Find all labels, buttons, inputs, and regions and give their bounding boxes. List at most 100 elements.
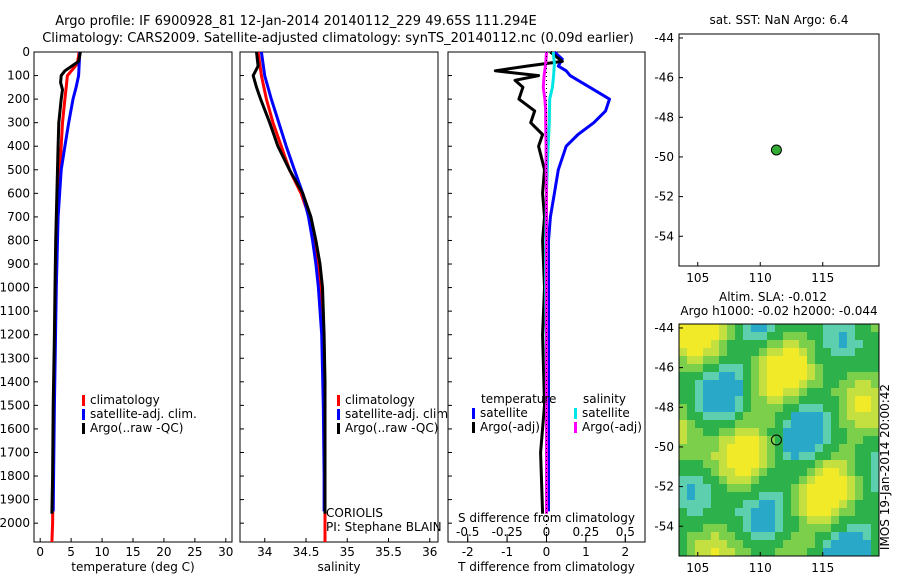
sla-heatmap-cell — [863, 476, 871, 484]
sla-heatmap-cell — [839, 460, 847, 468]
sla-heatmap-cell — [839, 372, 847, 380]
sla-heatmap-cell — [751, 324, 759, 332]
sla-heatmap-cell — [703, 340, 711, 348]
sla-heatmap-cell — [863, 484, 871, 492]
sla-heatmap-cell — [767, 412, 775, 420]
sla-heatmap-cell — [695, 412, 703, 420]
sla-heatmap-cell — [847, 460, 855, 468]
sla-heatmap-cell — [775, 492, 783, 500]
sla-heatmap-cell — [751, 340, 759, 348]
sla-heatmap-cell — [695, 524, 703, 532]
sla-heatmap-cell — [751, 436, 759, 444]
sla-heatmap-cell — [831, 532, 839, 540]
sla-heatmap-cell — [751, 524, 759, 532]
sla-heatmap-cell — [783, 444, 791, 452]
sla-heatmap-cell — [727, 396, 735, 404]
sla-heatmap-cell — [743, 468, 751, 476]
sla-heatmap-cell — [815, 436, 823, 444]
sla-heatmap-cell — [855, 548, 863, 556]
sla-heatmap-cell — [863, 460, 871, 468]
sla-heatmap-cell — [743, 332, 751, 340]
sla-heatmap-cell — [807, 468, 815, 476]
sla-heatmap-cell — [855, 452, 863, 460]
sla-heatmap-cell — [823, 348, 831, 356]
sla-heatmap-cell — [855, 428, 863, 436]
temperature-profile-panel: 0100200300400500600700800900100011001200… — [0, 45, 233, 574]
sla-heatmap-cell — [703, 508, 711, 516]
sla-heatmap-cell — [831, 396, 839, 404]
sla-heatmap-cell — [847, 444, 855, 452]
sla-heatmap-cell — [735, 436, 743, 444]
sla-heatmap-cell — [687, 348, 695, 356]
sla-heatmap-cell — [807, 444, 815, 452]
sla-heatmap-cell — [703, 420, 711, 428]
sla-heatmap-cell — [847, 524, 855, 532]
sla-heatmap-cell — [863, 444, 871, 452]
temperature-ytick-label: 2000 — [0, 516, 30, 530]
sst_map-ytick-label: -46 — [654, 71, 674, 85]
sla-heatmap-cell — [759, 324, 767, 332]
sla-heatmap-cell — [711, 364, 719, 372]
sla-heatmap-cell — [743, 412, 751, 420]
sla-heatmap-cell — [791, 476, 799, 484]
sla-heatmap-cell — [767, 428, 775, 436]
sla-heatmap-cell — [839, 324, 847, 332]
sla-heatmap-cell — [695, 324, 703, 332]
temperature-ytick-label: 0 — [22, 45, 30, 59]
sla-heatmap-cell — [751, 452, 759, 460]
sla-heatmap-cell — [759, 468, 767, 476]
sla-heatmap-cell — [847, 332, 855, 340]
sla-heatmap-cell — [839, 508, 847, 516]
sla-heatmap-cell — [743, 388, 751, 396]
sla-heatmap-cell — [855, 484, 863, 492]
sla-heatmap-cell — [719, 468, 727, 476]
sla-heatmap-cell — [727, 340, 735, 348]
sla-heatmap-cell — [751, 476, 759, 484]
sla-heatmap-cell — [703, 332, 711, 340]
sla-heatmap-cell — [791, 468, 799, 476]
sst-map-panel: -44 -46 -48 -50 -52 -54 105 110 115 sat. SST: NaN… — [654, 13, 880, 285]
sla-heatmap-cell — [727, 420, 735, 428]
sla-heatmap-cell — [839, 380, 847, 388]
sla-heatmap-cell — [687, 540, 695, 548]
sla-heatmap-cell — [727, 452, 735, 460]
sst_map-xtick-label: 110 — [749, 271, 772, 285]
sla-heatmap-cell — [791, 508, 799, 516]
sla-heatmap-cell — [727, 380, 735, 388]
sla-heatmap-cell — [863, 348, 871, 356]
temperature-xtick-label: 20 — [156, 545, 171, 559]
sla-heatmap-cell — [831, 348, 839, 356]
sla-heatmap-cell — [711, 516, 719, 524]
sla-heatmap-cell — [871, 500, 879, 508]
sla-heatmap-cell — [743, 324, 751, 332]
sla-heatmap-cell — [823, 380, 831, 388]
sla-heatmap-cell — [791, 516, 799, 524]
salinity-legend-entry-swatch — [337, 409, 340, 420]
sla-heatmap-cell — [711, 484, 719, 492]
sla-heatmap-cell — [863, 324, 871, 332]
temperature-ytick-label: 100 — [7, 69, 30, 83]
sla-heatmap-cell — [783, 356, 791, 364]
sla-heatmap-cell — [743, 484, 751, 492]
sla-heatmap-cell — [831, 380, 839, 388]
temperature-ytick-label: 1900 — [0, 493, 30, 507]
temperature-xtick-label: 25 — [187, 545, 202, 559]
sla-heatmap-cell — [831, 364, 839, 372]
sla-heatmap-cell — [751, 500, 759, 508]
sla-heatmap-cell — [735, 484, 743, 492]
sla-heatmap-cell — [759, 436, 767, 444]
sla_map-ytick-label: -52 — [654, 480, 674, 494]
sla-heatmap-cell — [751, 460, 759, 468]
sla-heatmap-cell — [679, 508, 687, 516]
sla_map-ytick-label: -44 — [654, 321, 674, 335]
sla-heatmap-cell — [783, 524, 791, 532]
sla-heatmap-cell — [735, 372, 743, 380]
sla-heatmap-cell — [735, 492, 743, 500]
sla-heatmap-cell — [823, 404, 831, 412]
sla-heatmap-cell — [695, 500, 703, 508]
difference-legend-entry-label: satellite — [480, 406, 528, 420]
sla-heatmap-cell — [839, 540, 847, 548]
sla-heatmap-cell — [807, 412, 815, 420]
sla-heatmap-cell — [759, 484, 767, 492]
sla-heatmap-cell — [759, 356, 767, 364]
